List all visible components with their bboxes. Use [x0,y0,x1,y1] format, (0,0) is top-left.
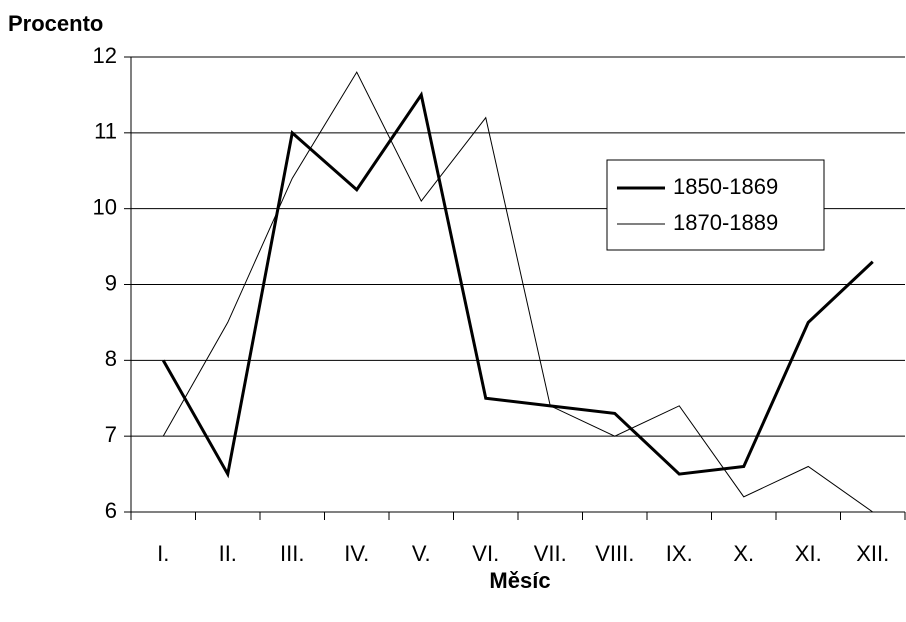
y-tick-label: 10 [93,194,117,219]
x-tick-label: VIII. [595,541,634,566]
x-tick-label: II. [219,541,237,566]
legend-box [606,159,825,251]
x-tick-label: IX. [666,541,693,566]
x-tick-label: VI. [472,541,499,566]
y-tick-label: 8 [105,346,117,371]
x-tick-label: X. [733,541,754,566]
series-line [161,91,874,479]
y-tick-label: 9 [105,270,117,295]
y-tick-label: 12 [93,43,117,68]
legend-label: 1870-1889 [673,210,778,235]
series-line [162,71,874,513]
legend-label: 1850-1869 [673,174,778,199]
y-tick-label: 6 [105,498,117,523]
y-tick-label: 7 [105,422,117,447]
x-tick-label: XI. [795,541,822,566]
x-tick-label: V. [412,541,431,566]
x-tick-label: XII. [856,541,889,566]
y-axis-label: Procento [8,11,103,36]
x-axis-label: Měsíc [489,568,550,593]
x-tick-label: IV. [344,541,369,566]
y-tick-label: 11 [94,119,117,144]
x-tick-label: III. [280,541,304,566]
x-tick-label: I. [157,541,169,566]
x-tick-label: VII. [534,541,567,566]
